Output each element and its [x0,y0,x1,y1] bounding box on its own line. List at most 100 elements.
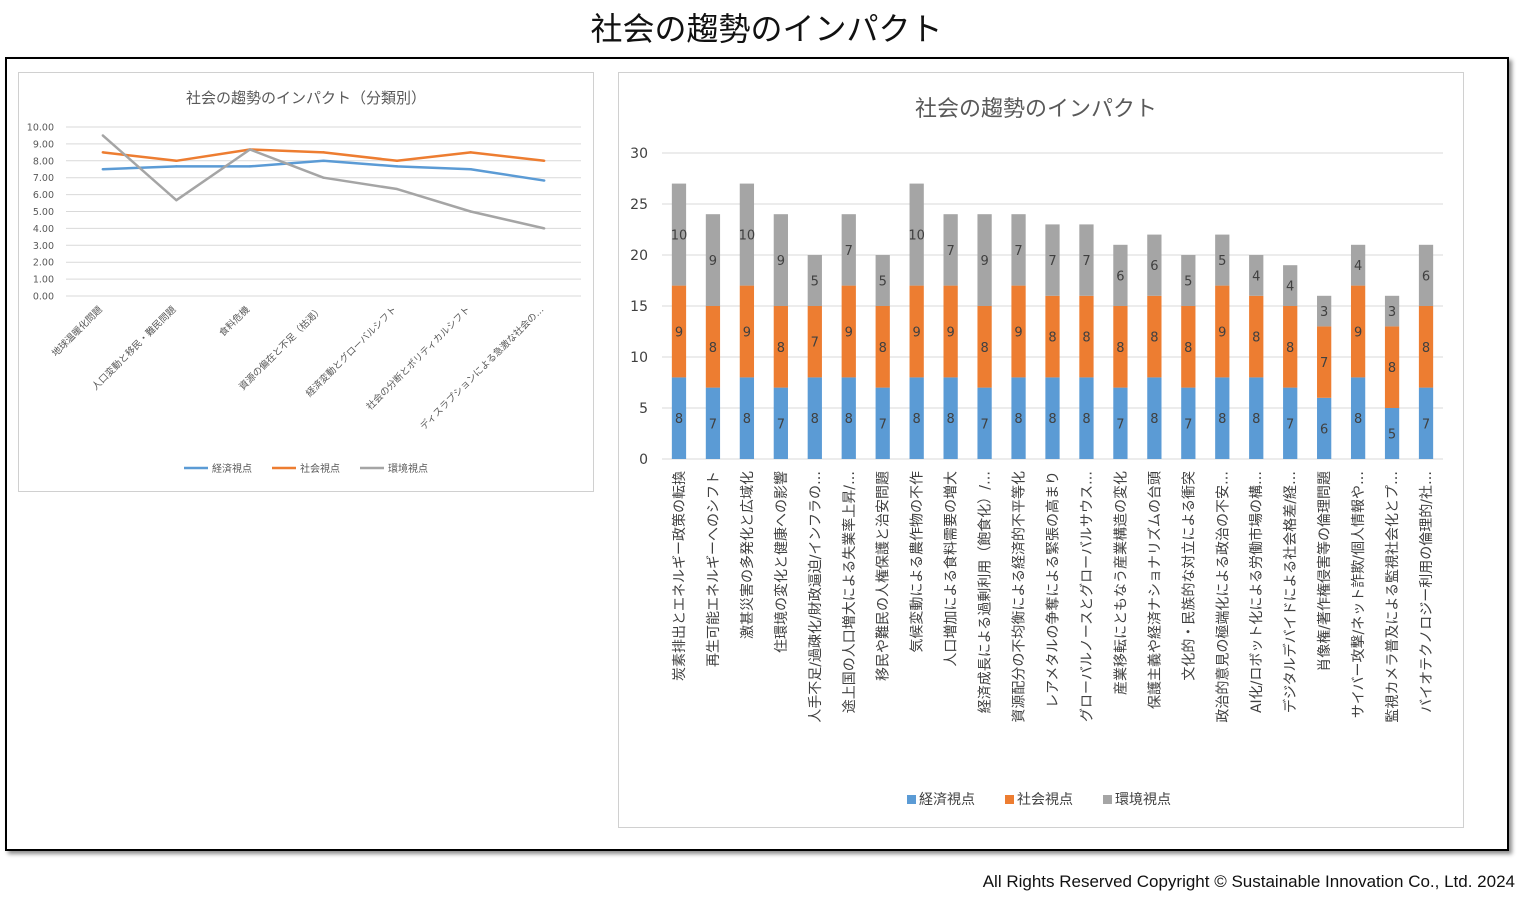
bar-chart-x-tick-label: 文化的・民族的な対立による衝突 [1181,471,1197,681]
bar-data-label: 8 [709,341,717,356]
line-series-1-point [101,168,104,171]
bar-data-label: 7 [1048,254,1056,269]
bar-data-label: 6 [1422,269,1430,284]
bar-segment-3 [875,255,890,306]
bar-data-label: 7 [1082,254,1090,269]
bar-segment-3 [671,183,687,286]
bar-data-label: 8 [1354,412,1362,427]
line-chart-y-tick-label: 6.00 [33,190,54,201]
bar-data-label: 4 [1252,269,1260,284]
line-series-2-point [395,159,399,162]
bar-chart-x-tick-label: 移民や難民の人権保護と治安問題 [875,471,892,681]
bar-segment-1 [943,377,958,459]
bar-segment-1 [739,377,755,459]
bar-data-label: 8 [1048,331,1056,346]
bar-data-label: 8 [1150,331,1158,346]
bar-segment-1 [1011,377,1026,459]
bar-segment-1 [1215,377,1230,459]
line-series-1-point [395,165,399,168]
bar-segment-2 [1317,326,1332,398]
bar-chart-x-tick-label: 人手不足/過疎化/財政逼迫/インフラの… [808,471,824,723]
bar-segment-3 [943,214,958,286]
line-series-1-point [248,165,252,168]
bar-data-label: 10 [671,229,688,244]
bar-chart-x-tick-label: 政治的意見の極端化による政治の不安… [1214,471,1231,723]
line-chart-x-tick-label: 資源の偏在と不足（枯渇） [237,304,326,393]
bar-chart-title: 社会の趨勢のインパクト [915,97,1157,122]
bar-segment-1 [671,377,687,459]
bar-segment-1 [977,387,992,459]
bar-data-label: 9 [777,254,785,269]
bar-segment-3 [1249,255,1264,296]
bar-segment-1 [1418,387,1434,459]
bar-data-label: 7 [845,244,853,259]
copyright-notice: All Rights Reserved Copyright © Sustaina… [982,872,1515,891]
line-series-3-point [395,187,399,191]
bar-segment-2 [671,285,687,378]
bar-segment-1 [1147,377,1162,459]
bar-chart-y-tick-label: 25 [630,197,648,213]
bar-segment-2 [1249,295,1264,378]
line-chart-x-tick-label: 食料危機 [217,303,253,339]
bar-segment-1 [1350,377,1366,459]
bar-data-label: 7 [1422,417,1430,432]
bar-segment-2 [909,285,924,378]
bar-data-label: 7 [1286,417,1294,432]
chart-frame: 社会の趨勢のインパクト（分類別） 0.00 1.00 2.00 3.00 4.00 5.00… [5,57,1509,851]
line-series-3-point [322,176,325,179]
bar-legend-label: 社会視点 [1017,792,1073,808]
bar-segment-1 [909,377,924,459]
line-series-1-point [175,165,178,168]
bar-data-label: 7 [1320,356,1328,371]
bar-chart-x-tick-label: 途上国の人口増大による失業率上昇/… [841,471,858,713]
bar-chart-x-tick-label: 激甚災害の多発化と広域化 [739,471,756,639]
line-legend-label: 環境視点 [388,462,428,475]
bar-segment-1 [807,377,822,459]
bar-chart-y-tick-label: 20 [630,248,648,264]
line-series-3-point [543,227,546,230]
line-chart-x-tick-label: 人口変動と移民・難民問題 [89,303,178,392]
bar-data-label: 5 [811,275,819,290]
bar-segment-2 [977,306,992,388]
bar-segment-3 [1011,214,1026,286]
bar-segment-2 [807,306,822,378]
bar-chart-x-tick-label: 資源配分の不均衡による経済的不平等化 [1011,471,1028,723]
page-title: 社会の趨勢のインパクト [590,10,943,48]
bar-data-label: 8 [1252,412,1260,427]
line-chart-y-tick-label: 10.00 [27,123,54,134]
bar-data-label: 8 [845,412,853,427]
bar-data-label: 7 [777,417,785,432]
bar-segment-2 [1215,285,1230,378]
bar-data-label: 5 [1184,275,1192,290]
bar-chart-x-tick-label: 炭素排出とエネルギー政策の転換 [671,471,688,681]
bar-data-label: 6 [1116,269,1124,284]
bar-segment-2 [1283,306,1298,388]
bar-data-label: 8 [743,412,751,427]
line-chart-y-tick-label: 4.00 [33,224,54,235]
bar-chart-x-tick-label: サイバー攻撃/ネット詐欺/個人情報や… [1351,471,1367,718]
bar-data-label: 8 [1082,331,1090,346]
line-chart: 社会の趨勢のインパクト（分類別） 0.00 1.00 2.00 3.00 4.00 5.00… [27,89,581,475]
line-chart-y-tick-label: 0.00 [33,292,54,303]
bar-segment-1 [841,377,856,459]
bar-legend-swatch [907,795,916,804]
bar-data-label: 8 [675,412,683,427]
bar-segment-3 [1147,234,1162,296]
bar-chart-x-tick-label: 監視カメラ普及による監視社会化とプ… [1384,471,1401,723]
bar-chart-x-tick-label: 保護主義や経済ナショナリズムの台頭 [1146,471,1163,709]
bar-segment-3 [1113,244,1128,306]
bar-data-label: 7 [1184,417,1192,432]
line-series-2-point [175,159,178,162]
bar-data-label: 7 [709,417,717,432]
bar-data-label: 8 [946,412,954,427]
bar-segment-1 [875,387,890,459]
bar-data-label: 8 [1218,412,1226,427]
bar-chart-x-tick-label: 経済成長による過剰利用（飽食化）/… [977,471,994,713]
bar-data-label: 9 [709,254,717,269]
bar-segment-3 [1384,295,1400,327]
line-series-1-point [469,168,472,171]
bar-segment-1 [705,387,721,459]
bar-segment-3 [1317,295,1332,327]
bar-data-label: 8 [1048,412,1056,427]
bar-data-label: 3 [1320,305,1328,320]
